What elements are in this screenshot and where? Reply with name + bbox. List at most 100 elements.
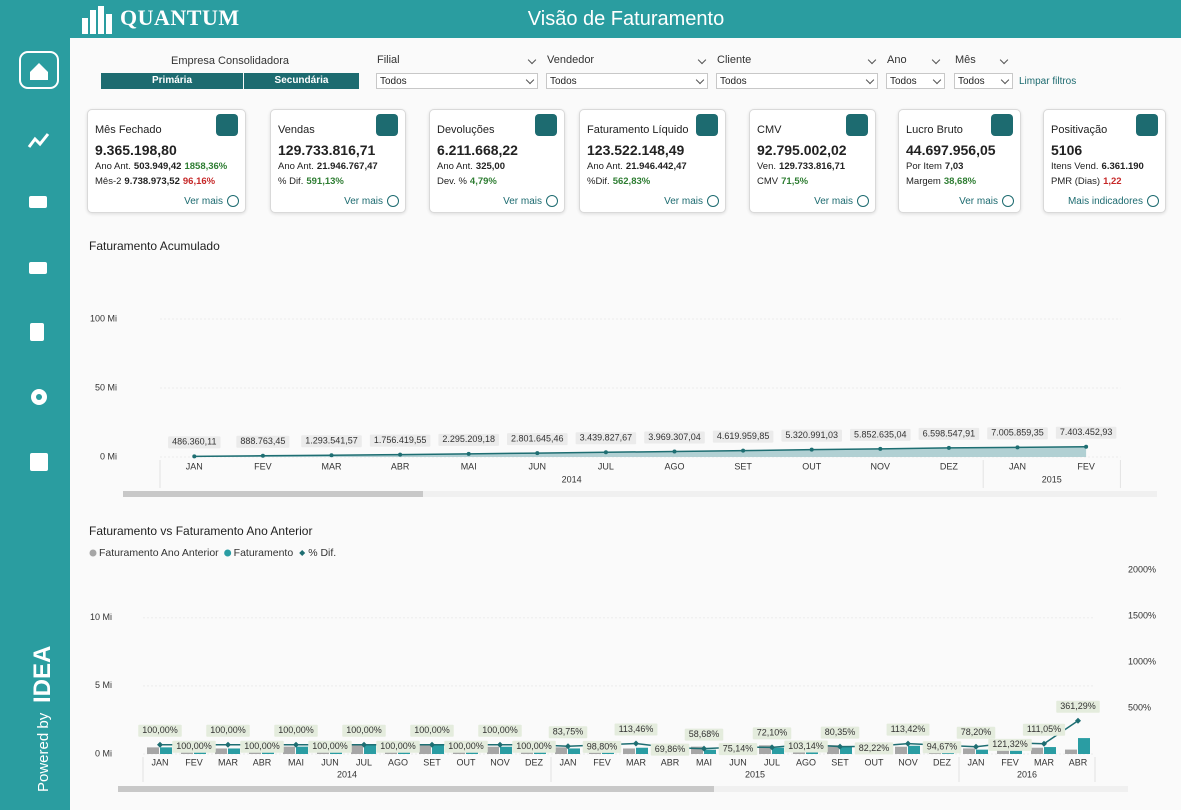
- card-icon[interactable]: [535, 114, 557, 136]
- data-label-group: 361,29%: [1056, 700, 1100, 713]
- chart-title: Faturamento vs Faturamento Ano Anterior: [89, 524, 312, 538]
- filter-dropdown[interactable]: Todos: [376, 73, 538, 89]
- label-box: [752, 727, 792, 740]
- data-label: 72,10%: [757, 728, 788, 738]
- point: [741, 448, 746, 453]
- x-group-label: 2015: [1042, 474, 1062, 484]
- data-label-group: 2.295.209,18: [438, 433, 499, 446]
- bar: [759, 745, 771, 754]
- card-link[interactable]: Mais indicadores: [1068, 195, 1159, 207]
- legend-marker: [299, 550, 306, 556]
- cmv-icon[interactable]: [30, 323, 44, 341]
- bar: [976, 749, 988, 754]
- bar: [840, 746, 852, 754]
- bar: [228, 748, 240, 754]
- card-link-text: Ver mais: [184, 195, 223, 207]
- filter-dropdown[interactable]: Todos: [886, 73, 945, 89]
- card-icon[interactable]: [696, 114, 718, 136]
- company-button[interactable]: Primária: [101, 73, 243, 89]
- card-label: %Dif.: [587, 176, 610, 187]
- label-box: [438, 433, 499, 446]
- filter-dropdown[interactable]: Todos: [546, 73, 708, 89]
- bar: [555, 747, 567, 754]
- card-link[interactable]: Ver mais: [814, 195, 869, 207]
- kpi-card: Vendas 129.733.816,71 Ano Ant. 21.946.767,4…: [270, 109, 406, 213]
- data-label-group: 100,00%: [240, 740, 284, 753]
- report-icon[interactable]: [30, 453, 48, 471]
- data-label-group: 113,42%: [886, 723, 930, 736]
- card-value: 129.733.816,71: [278, 142, 376, 158]
- filter-dropdown[interactable]: Todos: [954, 73, 1013, 89]
- data-label: 103,14%: [788, 741, 824, 751]
- card-link[interactable]: Ver mais: [344, 195, 399, 207]
- card-line: CMV 71,5%: [757, 176, 811, 187]
- data-label: 5.320.991,03: [785, 430, 838, 440]
- bar: [500, 746, 512, 754]
- card-icon[interactable]: [991, 114, 1013, 136]
- line: [194, 446, 1087, 458]
- y-tick-label: 50 Mi: [95, 382, 117, 392]
- y-tick-label: 5 Mi: [95, 680, 112, 690]
- bar: [283, 746, 295, 754]
- card-link[interactable]: Ver mais: [959, 195, 1014, 207]
- y-tick-label: 10 Mi: [90, 612, 112, 622]
- data-label-group: 78,20%: [956, 726, 996, 739]
- link-icon: [227, 195, 239, 207]
- x-tick-label: JAN: [967, 757, 984, 767]
- card-link[interactable]: Ver mais: [184, 195, 239, 207]
- data-label: 100,00%: [244, 741, 280, 751]
- label-box: [784, 740, 828, 753]
- x-tick-label: MAR: [626, 757, 647, 767]
- legend-label: Faturamento: [234, 547, 294, 559]
- point: [192, 454, 197, 459]
- x-tick-label: FEV: [254, 461, 272, 471]
- home-icon[interactable]: [19, 51, 59, 89]
- card-icon[interactable]: [216, 114, 238, 136]
- sales-icon[interactable]: [27, 133, 50, 148]
- point: [398, 452, 403, 457]
- x-tick-label: JUN: [321, 757, 339, 767]
- data-label-group: 100,00%: [376, 740, 420, 753]
- card-line: Margem 38,68%: [906, 176, 979, 187]
- link-icon: [546, 195, 558, 207]
- card-icon[interactable]: [846, 114, 868, 136]
- filter-dropdown[interactable]: Todos: [716, 73, 878, 89]
- company-button[interactable]: Secundária: [244, 73, 359, 89]
- card-link-text: Ver mais: [664, 195, 703, 207]
- card-icon[interactable]: [376, 114, 398, 136]
- data-label-group: 7.403.452,93: [1055, 426, 1117, 439]
- card-line: Ano Ant. 21.946.442,47: [587, 161, 690, 172]
- data-label: 486.360,11: [172, 437, 216, 447]
- card-good: 591,13%: [306, 176, 344, 187]
- card-link[interactable]: Ver mais: [664, 195, 719, 207]
- label-box: [512, 740, 556, 753]
- data-label-group: 2.801.645,46: [507, 433, 568, 446]
- card-icon[interactable]: [1136, 114, 1158, 136]
- data-label-group: 100,00%: [512, 740, 556, 753]
- x-tick-label: JAN: [559, 757, 576, 767]
- bar: [432, 745, 444, 754]
- label-box: [376, 740, 420, 753]
- label-box: [342, 724, 386, 737]
- clear-filters[interactable]: Limpar filtros: [1019, 76, 1077, 87]
- data-label-group: 5.852.635,04: [850, 428, 911, 441]
- label-box: [168, 436, 221, 449]
- x-tick-label: JAN: [151, 757, 168, 767]
- card-label: Itens Vend.: [1051, 161, 1099, 172]
- card-title: Mês Fechado: [95, 124, 162, 136]
- data-label-group: 3.439.827,67: [575, 432, 637, 445]
- bar: [908, 745, 920, 754]
- point: [293, 741, 299, 748]
- card-title: Lucro Bruto: [906, 124, 963, 136]
- bar: [160, 747, 172, 754]
- data-label: 94,67%: [927, 742, 958, 752]
- data-label: 111,05%: [1027, 724, 1061, 734]
- data-label-group: 6.598.547,91: [918, 427, 980, 440]
- kpi-card: Positivação 5106 Itens Vend. 6.361.190 PMR (…: [1043, 109, 1166, 213]
- x-tick-label: JUN: [729, 757, 747, 767]
- bar: [963, 748, 975, 754]
- label-box: [575, 432, 637, 445]
- card-link[interactable]: Ver mais: [503, 195, 558, 207]
- net-icon[interactable]: [29, 262, 47, 274]
- returns-icon[interactable]: [29, 196, 47, 208]
